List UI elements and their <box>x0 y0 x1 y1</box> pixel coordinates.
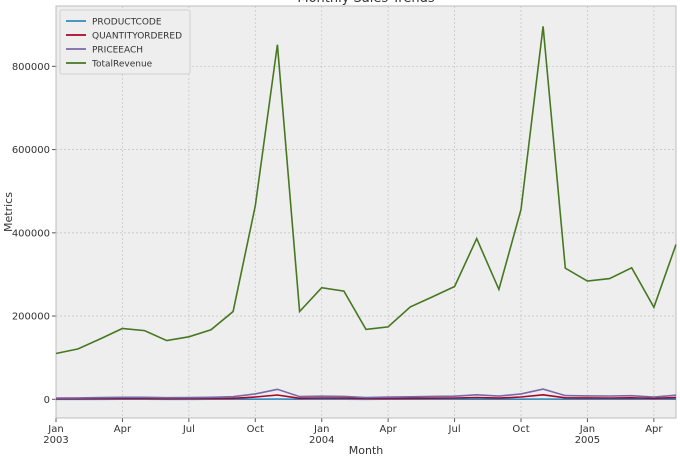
x-tick-label-line: 2004 <box>309 435 334 446</box>
legend-label: PRODUCTCODE <box>92 18 162 28</box>
x-tick-label: Oct <box>512 424 529 435</box>
x-tick-label: Apr <box>379 424 397 435</box>
x-tick-label-line: Jan <box>579 424 595 435</box>
legend-label: QUANTITYORDERED <box>92 32 182 42</box>
x-tick-label-line: Jan <box>313 424 329 435</box>
x-tick-label: Apr <box>114 424 132 435</box>
x-tick-label-line: Apr <box>379 424 397 435</box>
line-series <box>56 393 677 400</box>
plot-frame <box>55 5 677 419</box>
legend-label: TotalRevenue <box>91 60 153 70</box>
y-tick-label: 800000 <box>12 62 50 73</box>
line-series <box>55 26 677 355</box>
y-tick-label: 600000 <box>12 145 50 156</box>
chart-title: Monthly Sales Trends <box>297 0 434 6</box>
line-series <box>55 388 677 399</box>
legend-label: PRICEEACH <box>92 46 143 56</box>
y-tick-label: 0 <box>44 395 50 406</box>
x-tick-label: Jan 2003 <box>43 424 68 446</box>
y-tick-label: 400000 <box>12 228 50 239</box>
x-tick-label-line: Apr <box>645 424 663 435</box>
y-tick-label: 200000 <box>12 312 50 323</box>
x-tick-label-line: Jul <box>448 424 461 435</box>
x-tick-label: Apr <box>645 424 663 435</box>
x-tick-label: Jan 2004 <box>309 424 334 446</box>
x-tick-label-line: Jul <box>182 424 195 435</box>
x-tick-label: Jul <box>448 424 461 435</box>
x-tick-label-line: 2005 <box>575 435 600 446</box>
plot-area <box>56 6 676 418</box>
x-tick-label-line: Oct <box>512 424 529 435</box>
x-tick-label: Jul <box>182 424 195 435</box>
x-tick-label-line: Jan <box>47 424 63 435</box>
x-tick-label-line: 2003 <box>43 435 68 446</box>
legend-box <box>59 9 191 75</box>
x-tick-label: Jan 2005 <box>575 424 600 446</box>
y-axis-label: Metrics <box>2 192 15 232</box>
x-tick-label: Oct <box>247 424 264 435</box>
x-axis-label: Month <box>349 444 384 457</box>
x-tick-label-line: Apr <box>114 424 132 435</box>
x-tick-label-line: Oct <box>247 424 264 435</box>
